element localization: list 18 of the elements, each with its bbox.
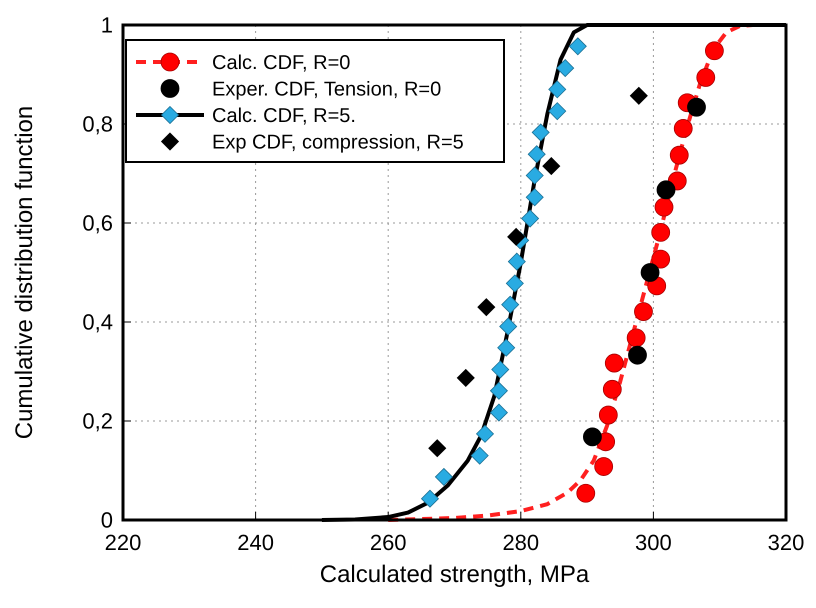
- y-tick-label: 1: [100, 12, 113, 38]
- x-tick-label: 260: [370, 530, 407, 555]
- x-tick-label: 220: [104, 530, 142, 555]
- y-tick-label: 0,8: [82, 112, 113, 137]
- legend-label: Exper. CDF, Tension, R=0: [212, 78, 442, 100]
- x-tick-label: 240: [237, 530, 274, 555]
- x-axis-title: Calculated strength, MPa: [320, 561, 590, 588]
- y-tick-label: 0,6: [82, 210, 113, 236]
- x-tick-label: 280: [502, 530, 540, 555]
- legend-label: Calc. CDF, R=0: [212, 52, 350, 74]
- x-tick-label: 320: [768, 530, 804, 555]
- y-tick-label: 0,4: [82, 310, 113, 335]
- y-tick-label: 0: [100, 508, 113, 533]
- y-tick-label: 0,2: [82, 408, 113, 434]
- y-axis-title: Cumulative distribution function: [11, 106, 38, 440]
- legend-label: Calc. CDF, R=5.: [212, 105, 356, 127]
- legend-label: Exp CDF, compression, R=5: [212, 132, 464, 154]
- x-tick-label: 300: [635, 530, 672, 555]
